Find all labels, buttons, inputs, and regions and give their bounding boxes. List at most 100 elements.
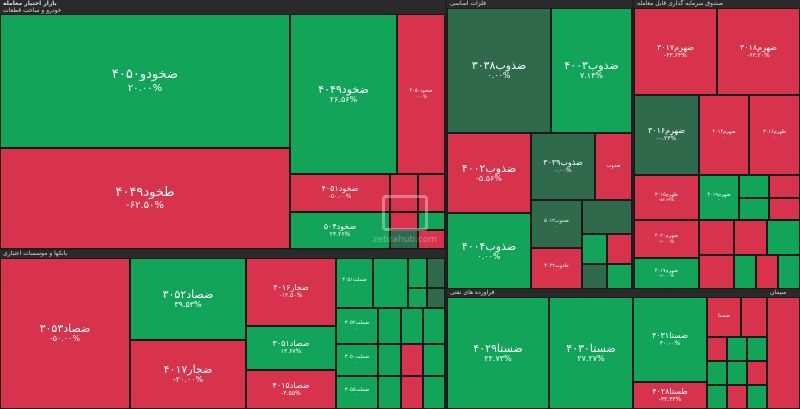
tile-zharam-4017[interactable]: ضهرم۴۰۱۷ -۲۰.۰۰% [634, 258, 699, 289]
tile-tseta-4028[interactable]: طستا۴۰۲۸ -۳۳.۳۳% [633, 382, 707, 409]
tile-tzob-3032[interactable]: طذوب۳۰۳۲ - [531, 248, 582, 289]
tile-fund-small-11[interactable] [778, 255, 800, 289]
tile-basic-small-1[interactable] [582, 234, 607, 264]
tile-zseta-4031[interactable]: ضستا۴۰۳۱ ۳۰.۰۰% [633, 297, 707, 382]
tile-petro-small-4[interactable] [408, 288, 427, 308]
tile-cement-small-5[interactable] [707, 361, 727, 385]
tile-basic-small-2[interactable] [607, 234, 632, 264]
tile-zzob-3039[interactable]: ضذوب۳۰۳۹ ۰.۰۰% [531, 133, 595, 200]
tile-petro-small-8[interactable] [423, 308, 445, 344]
tile-fund-small-4[interactable] [769, 198, 800, 220]
tile-name: ضخود۴۰۵۱ [321, 184, 359, 194]
tile-zharam-3019[interactable]: ضهرم۳۰۱۹ - [699, 175, 739, 220]
tile-auto-small-5[interactable] [390, 230, 418, 249]
tile-cement-small-3[interactable] [727, 337, 747, 361]
tile-auto-small-6[interactable] [418, 230, 445, 249]
tile-cement-small-1[interactable] [741, 297, 767, 337]
tile-zsad-3051[interactable]: ضصاد۳۰۵۱ ۱۳.۶۷% [246, 326, 336, 370]
tile-zkhodro-4049[interactable]: ضخود۴۰۴۹ ۲۶.۵۶% [290, 14, 397, 174]
tile-tharam-3016[interactable]: ظهرم۳۰۱۶ - [749, 95, 800, 175]
tile-zsad-3052[interactable]: ضصاد۳۰۵۲ ۳۹.۵۳% [130, 258, 246, 340]
tile-fund-small-9[interactable] [734, 255, 756, 289]
tile-zsad-4015[interactable]: ضصاد۴۰۱۵ -۴.۵۵% [246, 370, 336, 409]
tile-name: طذوب۳۰۳۲ [544, 262, 569, 269]
tile-cement-small-10[interactable] [747, 385, 767, 409]
tile-zmellat-3052[interactable]: ضملت۳۰۵۲ - [336, 308, 378, 344]
tile-zharam-4020[interactable]: ضهرم۴۰۲۰ -۲۰.۰۰% [634, 220, 699, 258]
tile-name: ضملت۳۰۵۰ [344, 354, 370, 361]
tile-zharam-3016[interactable]: ضهرم۳۰۱۶ -۰.۲۳% [634, 95, 699, 175]
tile-zjar-4016[interactable]: ضجار۴۰۱۶ -۱۲.۵۰% [246, 258, 336, 326]
tile-auto-small-1[interactable] [390, 174, 418, 212]
tile-petro-small-12[interactable] [378, 376, 401, 409]
tile-cement-small-8[interactable] [707, 385, 727, 409]
tile-cement-small-2[interactable] [707, 337, 727, 361]
tile-name: ضصاد۳۰۵۲ [162, 287, 214, 301]
tile-name: ضذوب [606, 162, 621, 169]
tile-tharam-3015[interactable]: ظهرم۳۰۱۵ -۵۳.۶۹% [634, 175, 699, 220]
tile-zzob-3038[interactable]: ضذوب۳۰۳۸ ۰.۰۰% [447, 8, 551, 133]
tile-fund-small-1[interactable] [739, 175, 769, 198]
tile-auto-small-2[interactable] [418, 174, 445, 212]
tile-zzob-4004[interactable]: ضذوب۴۰۰۴ ۰.۰۰% [447, 213, 531, 289]
tile-zmellat-3055[interactable]: ضملت۳۰۵۵ - [336, 376, 378, 409]
tile-petro-small-1[interactable] [373, 258, 408, 308]
tile-zsad-3053[interactable]: ضصاد۳۰۵۳ -۵۰.۰۰% [0, 258, 130, 409]
tile-zkhodro-4050b[interactable]: ضخود۴۰۵۰ ۰.۰۰% [397, 14, 445, 174]
tile-zharam-3017[interactable]: ضهرم۳۰۱۷ -۲۳.۶۴% [634, 8, 717, 95]
tile-name: ضذوب۳۰۳۹ [543, 157, 583, 167]
tile-zzob-5012[interactable]: ضذوب۵۰۱۲ - [531, 200, 582, 248]
tile-zkhodro-4050[interactable]: ضخودو۴۰۵۰ ۲۰.۰۰% [0, 14, 290, 148]
tile-zseta-small[interactable]: ضستا [707, 297, 741, 337]
tile-zjar-4017[interactable]: ضجار۴۰۱۷ -۲۰.۰۰% [130, 340, 246, 409]
tile-change: - [718, 197, 720, 203]
tile-zkhodro-5004[interactable]: ضخود۵۰۴ ۲۳.۲۶% [290, 212, 390, 249]
tile-petro-small-10[interactable] [401, 344, 423, 376]
tile-fund-small-8[interactable] [699, 255, 734, 289]
tile-petro-small-6[interactable] [378, 308, 401, 344]
tile-change: -۲۰.۰۰% [172, 375, 204, 385]
tile-petro-small-5[interactable] [427, 288, 445, 308]
tile-fund-small-6[interactable] [734, 220, 767, 255]
tile-zmellat-3050[interactable]: ضملت۳۰۵۰ - [336, 344, 378, 376]
tile-other-1[interactable] [767, 297, 800, 409]
tile-cement-small-6[interactable] [727, 361, 747, 385]
tile-cement-small-9[interactable] [727, 385, 747, 409]
tile-fund-small-2[interactable] [769, 175, 800, 198]
tile-zzob-4002[interactable]: ضذوب۴۰۰۲ -۵.۵۶% [447, 133, 531, 213]
tile-petro-small-9[interactable] [378, 344, 401, 376]
tile-zmellat-3051[interactable]: ضملت۳۰۵۱ - [336, 258, 373, 308]
tile-auto-small-4[interactable] [418, 212, 445, 230]
tile-petro-small-11[interactable] [423, 344, 445, 376]
tile-basic-small-4[interactable] [607, 264, 632, 289]
tile-cement-small-7[interactable] [747, 361, 767, 385]
tile-petro-small-13[interactable] [401, 376, 423, 409]
tile-zseta-4030[interactable]: ضستا۴۰۳۰ ۲۷.۲۷% [549, 297, 633, 409]
tile-fund-small-10[interactable] [756, 255, 778, 289]
tile-name: ضجار۴۰۱۶ [273, 283, 309, 293]
tile-tkhodro-4049[interactable]: طخود۴۰۴۹ -۶۲.۵۰% [0, 148, 290, 249]
tile-petro-small-2[interactable] [408, 258, 427, 288]
tile-zzob-small-b[interactable] [582, 200, 632, 234]
tile-auto-small-3[interactable] [390, 212, 418, 230]
sector-title: بازار اختیار معامله [3, 0, 57, 7]
tile-name: ضهرم۴۰۲۰ [654, 233, 679, 240]
tile-petro-small-14[interactable] [423, 376, 445, 409]
tile-zharam-3018[interactable]: ضهرم۳۰۱۸ -۶۳.۲۰% [717, 8, 800, 95]
tile-fund-small-3[interactable] [739, 198, 769, 220]
tile-zkhodro-4051[interactable]: ضخود۴۰۵۱ -۵۰.۰۰% [290, 174, 390, 212]
tile-cement-small-4[interactable] [747, 337, 767, 361]
tile-zharam-4014[interactable]: ضهرم۴۰۱۴ - [699, 95, 749, 175]
tile-zzob-4003[interactable]: ضذوب۴۰۰۳ ۷.۱۴% [551, 8, 632, 133]
tile-zseta-4029[interactable]: ضستا۴۰۲۹ ۲۲.۷۳% [447, 297, 549, 409]
tile-name: ضذوب۴۰۰۴ [461, 239, 517, 253]
tile-zzob-small-a[interactable]: ضذوب [595, 133, 632, 200]
tile-fund-small-7[interactable] [767, 220, 800, 255]
tile-name: ضصاد۴۰۱۵ [272, 380, 310, 390]
tile-petro-small-7[interactable] [401, 308, 423, 344]
tile-basic-small-3[interactable] [582, 264, 607, 289]
tile-change: -۶۳.۲۰% [747, 51, 770, 59]
tile-fund-small-5[interactable] [699, 220, 734, 255]
sector-title: سیمان [770, 289, 787, 296]
tile-petro-small-3[interactable] [427, 258, 445, 288]
